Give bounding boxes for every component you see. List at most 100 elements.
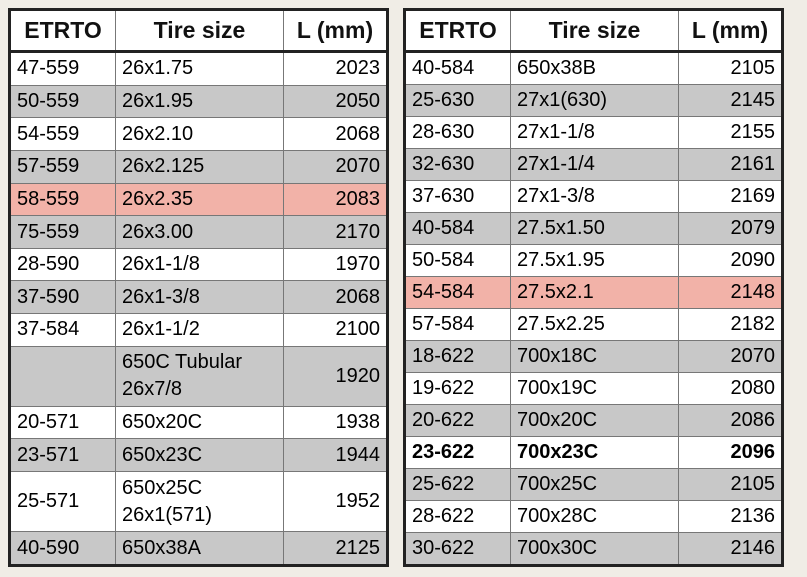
cell-tire: 26x1.95 xyxy=(116,85,284,118)
tables-container: ETRTO Tire size L (mm) 47-55926x1.752023… xyxy=(8,8,799,567)
cell-etrto: 30-622 xyxy=(405,533,511,566)
cell-etrto: 20-571 xyxy=(10,406,116,439)
table-row: 57-55926x2.1252070 xyxy=(10,150,388,183)
cell-etrto: 40-590 xyxy=(10,532,116,566)
table-row: 19-622700x19C2080 xyxy=(405,373,783,405)
cell-etrto: 19-622 xyxy=(405,373,511,405)
table-row: 47-55926x1.752023 xyxy=(10,52,388,86)
table-row: 75-55926x3.002170 xyxy=(10,216,388,249)
table-row: 28-622700x28C2136 xyxy=(405,501,783,533)
cell-etrto: 25-622 xyxy=(405,469,511,501)
cell-len: 2155 xyxy=(679,117,783,149)
left-col-len: L (mm) xyxy=(284,10,388,52)
right-col-tire: Tire size xyxy=(511,10,679,52)
cell-len: 2170 xyxy=(284,216,388,249)
table-row: 50-55926x1.952050 xyxy=(10,85,388,118)
table-row: 57-58427.5x2.252182 xyxy=(405,309,783,341)
cell-len: 2148 xyxy=(679,277,783,309)
cell-tire: 27.5x2.25 xyxy=(511,309,679,341)
left-table: ETRTO Tire size L (mm) 47-55926x1.752023… xyxy=(8,8,389,567)
table-row: 28-63027x1-1/82155 xyxy=(405,117,783,149)
cell-len: 1938 xyxy=(284,406,388,439)
table-row: 20-571650x20C1938 xyxy=(10,406,388,439)
cell-tire: 700x23C xyxy=(511,437,679,469)
cell-tire: 26x2.10 xyxy=(116,118,284,151)
table-row: 18-622700x18C2070 xyxy=(405,341,783,373)
left-col-tire: Tire size xyxy=(116,10,284,52)
cell-tire: 27x1-1/8 xyxy=(511,117,679,149)
right-tbody: 40-584650x38B210525-63027x1(630)214528-6… xyxy=(405,52,783,566)
cell-etrto: 18-622 xyxy=(405,341,511,373)
table-row: 58-55926x2.352083 xyxy=(10,183,388,216)
cell-tire: 700x18C xyxy=(511,341,679,373)
table-row: 40-590650x38A2125 xyxy=(10,532,388,566)
cell-etrto: 47-559 xyxy=(10,52,116,86)
table-row: 37-59026x1-3/82068 xyxy=(10,281,388,314)
table-row: 28-59026x1-1/81970 xyxy=(10,248,388,281)
cell-tire: 650C Tubular 26x7/8 xyxy=(116,346,284,406)
left-col-etrto: ETRTO xyxy=(10,10,116,52)
cell-etrto: 40-584 xyxy=(405,213,511,245)
cell-tire: 27x1(630) xyxy=(511,85,679,117)
cell-len: 1944 xyxy=(284,439,388,472)
cell-tire: 650x23C xyxy=(116,439,284,472)
cell-tire: 27.5x1.50 xyxy=(511,213,679,245)
cell-etrto: 20-622 xyxy=(405,405,511,437)
cell-len: 1920 xyxy=(284,346,388,406)
table-row: 54-55926x2.102068 xyxy=(10,118,388,151)
table-row: 30-622700x30C2146 xyxy=(405,533,783,566)
cell-len: 2161 xyxy=(679,149,783,181)
cell-tire: 26x2.125 xyxy=(116,150,284,183)
table-row: 37-63027x1-3/82169 xyxy=(405,181,783,213)
cell-etrto: 37-584 xyxy=(10,314,116,347)
right-table: ETRTO Tire size L (mm) 40-584650x38B2105… xyxy=(403,8,784,567)
cell-tire: 650x38B xyxy=(511,52,679,85)
table-row: 20-622700x20C2086 xyxy=(405,405,783,437)
cell-tire: 26x1.75 xyxy=(116,52,284,86)
cell-len: 2100 xyxy=(284,314,388,347)
cell-len: 2050 xyxy=(284,85,388,118)
cell-etrto: 28-622 xyxy=(405,501,511,533)
table-row: 40-58427.5x1.502079 xyxy=(405,213,783,245)
cell-len: 1970 xyxy=(284,248,388,281)
cell-len: 2145 xyxy=(679,85,783,117)
cell-tire: 650x38A xyxy=(116,532,284,566)
cell-len: 2105 xyxy=(679,52,783,85)
cell-len: 2182 xyxy=(679,309,783,341)
cell-len: 1952 xyxy=(284,472,388,532)
cell-len: 2068 xyxy=(284,118,388,151)
cell-etrto: 23-571 xyxy=(10,439,116,472)
cell-len: 2086 xyxy=(679,405,783,437)
cell-tire: 26x1-1/8 xyxy=(116,248,284,281)
cell-tire: 26x1-3/8 xyxy=(116,281,284,314)
cell-len: 2125 xyxy=(284,532,388,566)
cell-len: 2090 xyxy=(679,245,783,277)
table-row: 23-622700x23C2096 xyxy=(405,437,783,469)
table-row: 50-58427.5x1.952090 xyxy=(405,245,783,277)
cell-len: 2146 xyxy=(679,533,783,566)
cell-len: 2169 xyxy=(679,181,783,213)
cell-etrto: 54-559 xyxy=(10,118,116,151)
table-row: 23-571650x23C1944 xyxy=(10,439,388,472)
table-row: 40-584650x38B2105 xyxy=(405,52,783,85)
cell-etrto: 28-590 xyxy=(10,248,116,281)
left-tbody: 47-55926x1.75202350-55926x1.95205054-559… xyxy=(10,52,388,566)
cell-tire: 700x20C xyxy=(511,405,679,437)
cell-len: 2070 xyxy=(679,341,783,373)
table-row: 25-571650x25C 26x1(571)1952 xyxy=(10,472,388,532)
cell-tire: 27x1-1/4 xyxy=(511,149,679,181)
cell-tire: 650x25C 26x1(571) xyxy=(116,472,284,532)
table-row: 32-63027x1-1/42161 xyxy=(405,149,783,181)
cell-etrto: 58-559 xyxy=(10,183,116,216)
cell-tire: 27.5x2.1 xyxy=(511,277,679,309)
cell-etrto: 57-584 xyxy=(405,309,511,341)
cell-tire: 700x25C xyxy=(511,469,679,501)
cell-tire: 26x1-1/2 xyxy=(116,314,284,347)
cell-len: 2068 xyxy=(284,281,388,314)
table-row: 54-58427.5x2.12148 xyxy=(405,277,783,309)
right-col-etrto: ETRTO xyxy=(405,10,511,52)
cell-len: 2023 xyxy=(284,52,388,86)
cell-tire: 26x2.35 xyxy=(116,183,284,216)
cell-tire: 700x19C xyxy=(511,373,679,405)
cell-etrto: 25-630 xyxy=(405,85,511,117)
